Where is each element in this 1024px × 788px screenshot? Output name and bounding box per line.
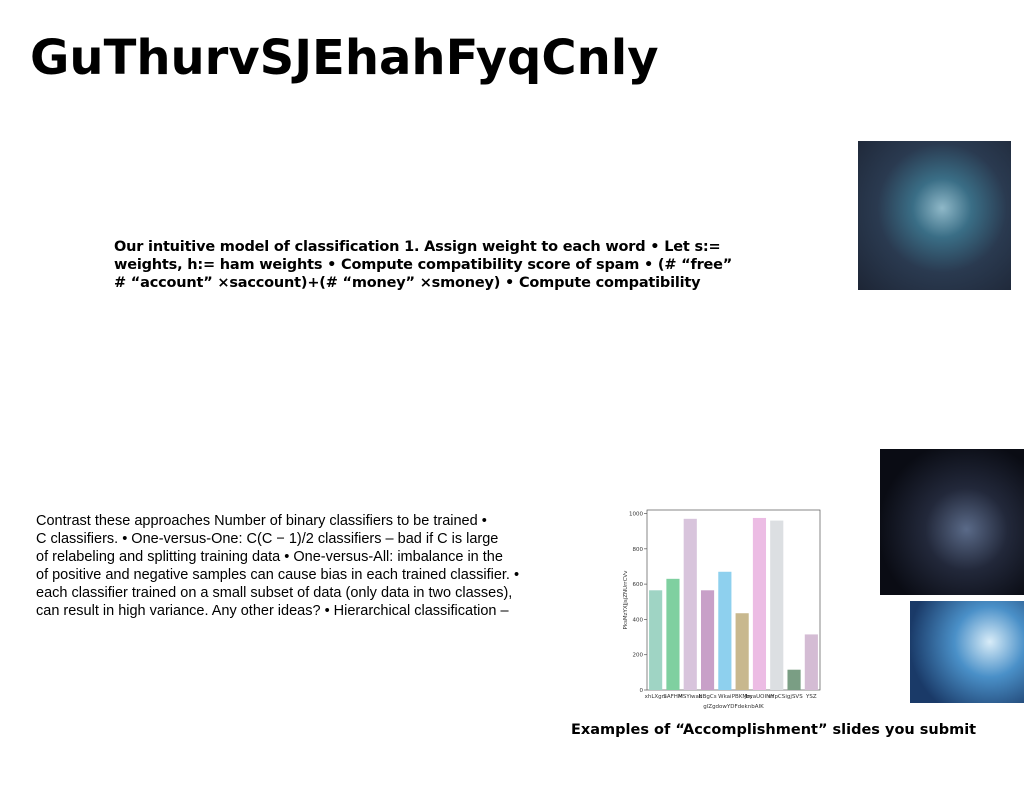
text-line: Contrast these approaches Number of bina… <box>36 513 487 529</box>
x-tick-label: SAFHM <box>663 694 683 700</box>
bar <box>770 520 784 690</box>
x-tick-label: MSYiwab <box>678 694 703 700</box>
y-tick-label: 400 <box>633 617 644 623</box>
body-text: Our intuitive model of classification 1.… <box>114 238 732 292</box>
y-tick-label: 800 <box>633 547 644 553</box>
chart: 0 200 400 600 800 1000 PksMzYXJjsjZNUrrCVv glZg… <box>623 509 821 710</box>
photo <box>910 601 1024 703</box>
x-tick-label: NBgCs <box>699 694 717 700</box>
bar <box>752 517 767 690</box>
x-tick-label: Wkai <box>718 694 732 700</box>
text-line: of positive and negative samples can cau… <box>36 567 520 583</box>
bar <box>804 634 818 690</box>
x-tick-label: PBKMm <box>732 694 753 700</box>
x-tick-label: igjSVS <box>785 694 803 700</box>
bar <box>718 571 732 690</box>
bar <box>735 613 749 690</box>
body-text: Contrast these approaches Number of bina… <box>36 512 519 620</box>
x-tick-label: sYpCS <box>768 694 786 700</box>
x-tick-label: xhLXgni <box>645 694 668 700</box>
plot-frame <box>646 509 821 691</box>
title: GuThurvSJEhahFyqCnly <box>30 30 659 86</box>
photo <box>880 449 1024 595</box>
text-line: can result in high variance. Any other i… <box>36 603 509 619</box>
text-line: C classifiers. • One-versus-One: C(C − 1… <box>36 531 499 547</box>
text-line: each classifier trained on a small subse… <box>36 585 513 601</box>
y-tick-label: 1000 <box>629 512 643 518</box>
caption: Examples of “Accomplishment” slides you … <box>571 722 977 738</box>
bar <box>683 518 697 690</box>
bar <box>666 578 680 690</box>
text-line: Our intuitive model of classification 1.… <box>114 239 721 255</box>
bar <box>649 590 663 690</box>
text-line: # “account” ×saccount)+(# “money” ×smone… <box>114 275 701 291</box>
y-tick-label: 200 <box>633 653 644 659</box>
x-axis-label: glZgdowYDFdeknbAIK <box>703 704 764 710</box>
x-tick-label: YSZ <box>805 694 817 700</box>
y-tick-label: 0 <box>640 688 644 694</box>
x-tick-label: jbyaUOINH <box>744 694 775 700</box>
text-line: of relabeling and splitting training dat… <box>36 549 503 565</box>
y-tick-label: 600 <box>633 582 644 588</box>
text-line: weights, h:= ham weights • Compute compa… <box>114 257 733 273</box>
photo <box>858 141 1011 290</box>
bar <box>787 669 801 690</box>
y-axis-label: PksMzYXJjsjZNUrrCVv <box>623 570 629 630</box>
bar <box>700 590 715 690</box>
